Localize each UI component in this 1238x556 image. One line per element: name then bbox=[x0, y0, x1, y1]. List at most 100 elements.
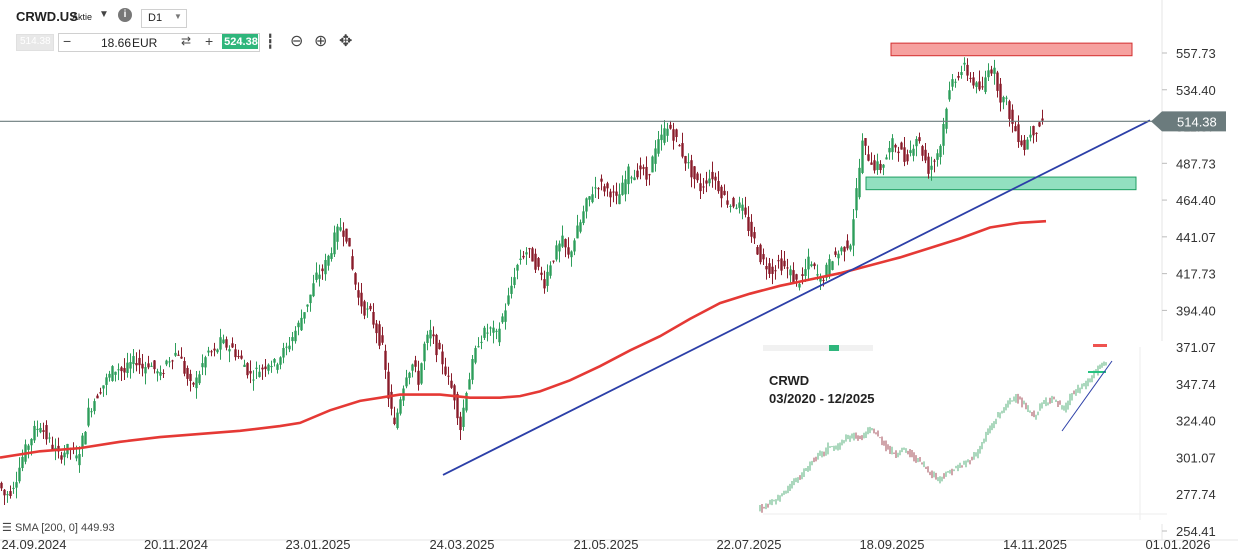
candle-body bbox=[648, 174, 651, 176]
inset-chart-frame bbox=[757, 341, 1167, 524]
inset-resistance-zone bbox=[1093, 344, 1107, 347]
candle-body bbox=[1023, 139, 1026, 150]
candle-body bbox=[762, 254, 765, 260]
candle-body bbox=[345, 228, 348, 242]
candle-body bbox=[591, 194, 594, 203]
candle-body bbox=[975, 82, 978, 87]
swap-icon[interactable]: ⇄ bbox=[181, 34, 192, 48]
candle-body bbox=[936, 153, 939, 160]
candle-body bbox=[525, 252, 528, 255]
inset-subtitle: 03/2020 - 12/2025 bbox=[769, 391, 875, 406]
candle-body bbox=[102, 385, 105, 389]
sma-legend-text: SMA [200, 0] 449.93 bbox=[14, 522, 115, 534]
candle-body bbox=[1005, 97, 1008, 99]
candle-body bbox=[993, 67, 996, 74]
candle-body bbox=[276, 364, 279, 370]
candle-body bbox=[777, 260, 780, 262]
y-tick-label: 371.07 bbox=[1176, 340, 1216, 355]
candle-body bbox=[834, 251, 837, 255]
candle-body bbox=[411, 364, 414, 371]
inset-support-zone bbox=[1088, 371, 1106, 373]
candle-body bbox=[1014, 126, 1017, 132]
candle-body bbox=[756, 247, 759, 255]
candle-body bbox=[903, 147, 906, 162]
candle-body bbox=[579, 222, 582, 232]
candle-body bbox=[165, 360, 168, 365]
candle-body bbox=[477, 346, 480, 348]
candle-body bbox=[498, 328, 501, 343]
candle-body bbox=[210, 351, 213, 353]
candle-body bbox=[480, 341, 483, 343]
candle-body bbox=[453, 385, 456, 401]
candle-body bbox=[360, 292, 363, 307]
candle-body bbox=[414, 360, 417, 367]
candle-body bbox=[159, 372, 162, 376]
volume-value[interactable]: 18.66 bbox=[101, 36, 132, 50]
candle-body bbox=[369, 305, 372, 310]
candle-body bbox=[456, 393, 459, 419]
candle-body bbox=[549, 265, 552, 276]
candle-body bbox=[51, 444, 54, 450]
candle-body bbox=[294, 330, 297, 342]
candle-body bbox=[654, 148, 657, 164]
y-tick-label: 301.07 bbox=[1176, 450, 1216, 465]
plus-icon[interactable]: + bbox=[205, 33, 214, 49]
candle-body bbox=[9, 491, 12, 497]
candle-body bbox=[849, 245, 852, 250]
candle-body bbox=[303, 312, 306, 319]
candle-body bbox=[918, 137, 921, 142]
timeframe-select[interactable]: D1 ▼ bbox=[141, 9, 187, 28]
symbol-name[interactable]: CRWD.US bbox=[16, 9, 78, 24]
zoom-in-icon[interactable]: ⊕ bbox=[314, 33, 328, 50]
candle-body bbox=[264, 366, 267, 370]
sell-button[interactable]: 514.38 bbox=[16, 34, 54, 51]
candle-body bbox=[507, 295, 510, 305]
info-icon[interactable]: i bbox=[118, 8, 132, 22]
candle-body bbox=[840, 247, 843, 252]
candle-body bbox=[75, 455, 78, 459]
chevron-down-icon[interactable]: ▼ bbox=[99, 9, 109, 20]
candle-body bbox=[84, 431, 87, 445]
candle-body bbox=[126, 362, 129, 374]
buy-button[interactable]: 524.38 bbox=[222, 34, 258, 49]
candlestick-icon[interactable]: ┇ bbox=[266, 33, 275, 49]
ask-price: 524.38 bbox=[224, 36, 258, 48]
candle-body bbox=[231, 343, 234, 348]
candle-body bbox=[168, 361, 171, 363]
candle-body bbox=[831, 261, 834, 270]
candle-body bbox=[150, 365, 153, 367]
candle-body bbox=[531, 248, 534, 262]
candle-body bbox=[807, 256, 810, 270]
move-icon[interactable]: ✥ bbox=[339, 33, 353, 50]
candle-body bbox=[678, 145, 681, 147]
candle-body bbox=[894, 144, 897, 148]
sma-legend[interactable]: ☰ SMA [200, 0] 449.93 bbox=[2, 521, 115, 534]
candle-body bbox=[978, 81, 981, 90]
candle-body bbox=[822, 279, 825, 281]
candle-body bbox=[630, 177, 633, 179]
candle-body bbox=[171, 360, 174, 362]
candle-body bbox=[708, 178, 711, 184]
candle-body bbox=[867, 154, 870, 161]
candle-body bbox=[627, 166, 630, 185]
chart-toolbar: CRWD.US Aktie ▼ i D1 ▼ 514.38 − 18.66 EU… bbox=[0, 0, 380, 60]
candle-body bbox=[312, 283, 315, 297]
candle-body bbox=[393, 417, 396, 425]
candle-body bbox=[381, 335, 384, 343]
candle-body bbox=[558, 243, 561, 252]
candle-body bbox=[471, 358, 474, 380]
x-tick-label: 22.07.2025 bbox=[716, 537, 781, 552]
candle-body bbox=[273, 359, 276, 363]
candle-body bbox=[855, 188, 858, 211]
candle-body bbox=[186, 367, 189, 379]
candle-body bbox=[300, 317, 303, 331]
zoom-out-icon[interactable]: ⊖ bbox=[290, 33, 304, 50]
candle-body bbox=[720, 186, 723, 199]
candle-body bbox=[606, 183, 609, 189]
resistance-zone bbox=[890, 42, 1133, 57]
candle-body bbox=[570, 251, 573, 258]
minus-icon[interactable]: − bbox=[63, 33, 72, 49]
candle-body bbox=[1029, 134, 1032, 138]
candle-body bbox=[726, 200, 729, 205]
